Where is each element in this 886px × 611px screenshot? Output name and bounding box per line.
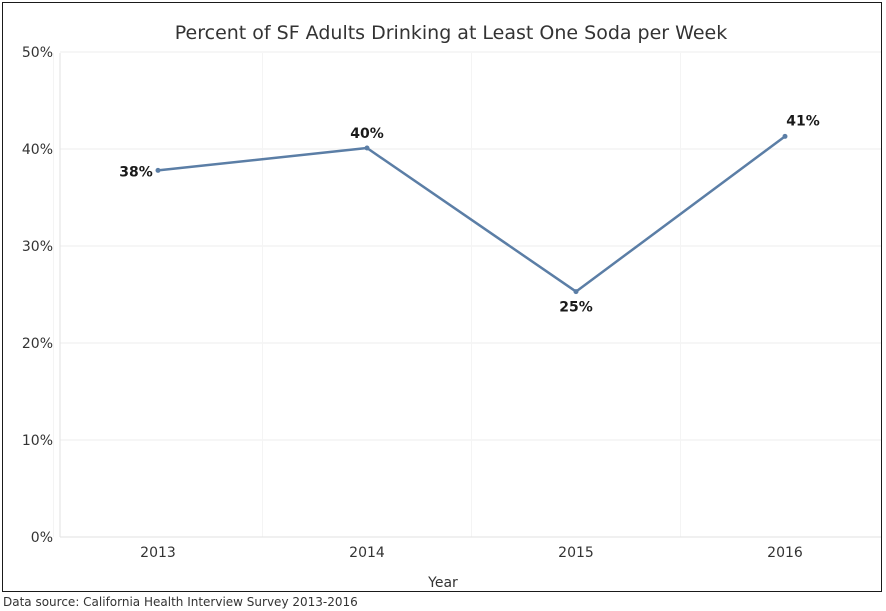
data-point xyxy=(155,167,161,173)
chart-frame: Percent of SF Adults Drinking at Least O… xyxy=(2,2,882,592)
data-point xyxy=(782,133,788,139)
y-tick-label: 40% xyxy=(22,142,53,158)
x-tick-label: 2013 xyxy=(140,545,176,561)
data-source-note: Data source: California Health Interview… xyxy=(3,595,358,609)
y-tick-label: 50% xyxy=(22,45,53,61)
data-point xyxy=(573,289,579,295)
axes: 0% 10% 20% 30% 40% 50% 2013 2014 2015 2016 xyxy=(22,45,881,561)
line-chart: Percent of SF Adults Drinking at Least O… xyxy=(22,22,881,591)
series-polyline xyxy=(157,135,786,293)
x-tick-label: 2016 xyxy=(767,545,803,561)
y-tick-label: 0% xyxy=(31,530,53,546)
data-label: 40% xyxy=(350,126,384,142)
data-point xyxy=(364,145,370,151)
data-label: 38% xyxy=(119,164,153,180)
data-label: 41% xyxy=(786,113,820,129)
x-tick-label: 2014 xyxy=(349,545,385,561)
chart-title: Percent of SF Adults Drinking at Least O… xyxy=(175,22,727,44)
x-tick-label: 2015 xyxy=(558,545,594,561)
x-axis-title: Year xyxy=(427,575,458,591)
data-labels: 38% 40% 25% 41% xyxy=(119,113,820,315)
y-tick-label: 30% xyxy=(22,239,53,255)
series-line xyxy=(155,133,788,295)
data-label: 25% xyxy=(559,300,593,316)
gridlines xyxy=(53,51,881,538)
y-tick-label: 10% xyxy=(22,433,53,449)
y-tick-label: 20% xyxy=(22,336,53,352)
